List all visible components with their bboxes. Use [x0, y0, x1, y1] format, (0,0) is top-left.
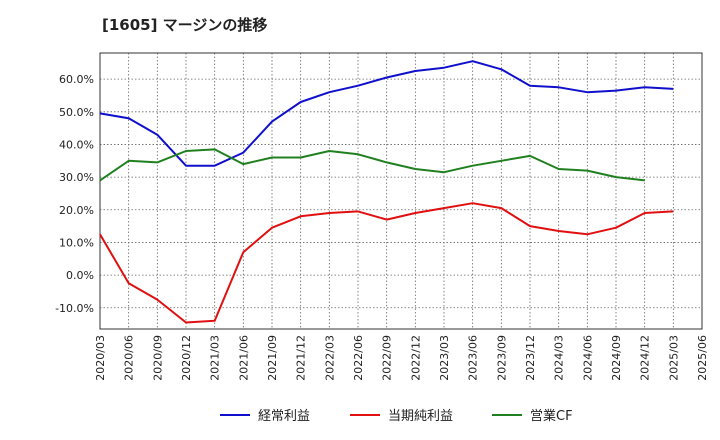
x-tick-label: 2020/09: [151, 335, 164, 381]
legend: 経常利益 当期純利益 営業CF: [220, 408, 573, 424]
x-tick-label: 2024/12: [639, 335, 652, 381]
x-tick-label: 2024/06: [581, 335, 594, 381]
x-tick-label: 2021/09: [266, 335, 279, 381]
chart-title: [1605] マージンの推移: [102, 16, 268, 34]
x-tick-label: 2020/03: [94, 335, 107, 381]
y-tick-label: 50.0%: [59, 106, 94, 119]
legend-label-2: 当期純利益: [388, 409, 453, 424]
y-axis-ticks: -10.0% 0.0% 10.0% 20.0% 30.0% 40.0% 50.0% 60.0%: [55, 73, 94, 315]
grid-layer: [100, 53, 702, 329]
y-tick-label: 60.0%: [59, 73, 94, 86]
x-tick-label: 2023/03: [438, 335, 451, 381]
x-tick-label: 2021/12: [295, 335, 308, 381]
y-tick-label: 20.0%: [59, 204, 94, 217]
series-line-2: [99, 202, 674, 324]
x-tick-label: 2021/03: [209, 335, 222, 381]
x-tick-label: 2022/12: [409, 335, 422, 381]
y-tick-label: -10.0%: [55, 302, 94, 315]
series-line-1: [99, 60, 674, 167]
series-line-3: [99, 148, 645, 182]
x-tick-label: 2020/12: [180, 335, 193, 381]
x-tick-label: 2021/06: [237, 335, 250, 381]
x-tick-label: 2020/06: [123, 335, 136, 381]
x-tick-label: 2024/09: [610, 335, 623, 381]
x-tick-label: 2025/06: [696, 335, 709, 381]
x-tick-label: 2022/03: [323, 335, 336, 381]
y-tick-label: 10.0%: [59, 236, 94, 249]
x-axis-ticks: 2020/03 2020/06 2020/09 2020/12 2021/03 2021/…: [94, 335, 709, 381]
x-tick-label: 2024/03: [553, 335, 566, 381]
y-tick-label: 0.0%: [66, 269, 94, 282]
x-tick-label: 2022/06: [352, 335, 365, 381]
plot-frame: [99, 52, 703, 330]
x-tick-label: 2025/03: [667, 335, 680, 381]
x-tick-label: 2023/06: [467, 335, 480, 381]
legend-label-3: 営業CF: [530, 408, 573, 424]
x-tick-label: 2023/09: [495, 335, 508, 381]
plot-area: [100, 53, 702, 329]
legend-label-1: 経常利益: [258, 409, 310, 424]
y-tick-label: 30.0%: [59, 171, 94, 184]
series-layer: [99, 60, 674, 324]
y-tick-label: 40.0%: [59, 138, 94, 151]
x-tick-label: 2023/12: [524, 335, 537, 381]
x-tick-label: 2022/09: [381, 335, 394, 381]
